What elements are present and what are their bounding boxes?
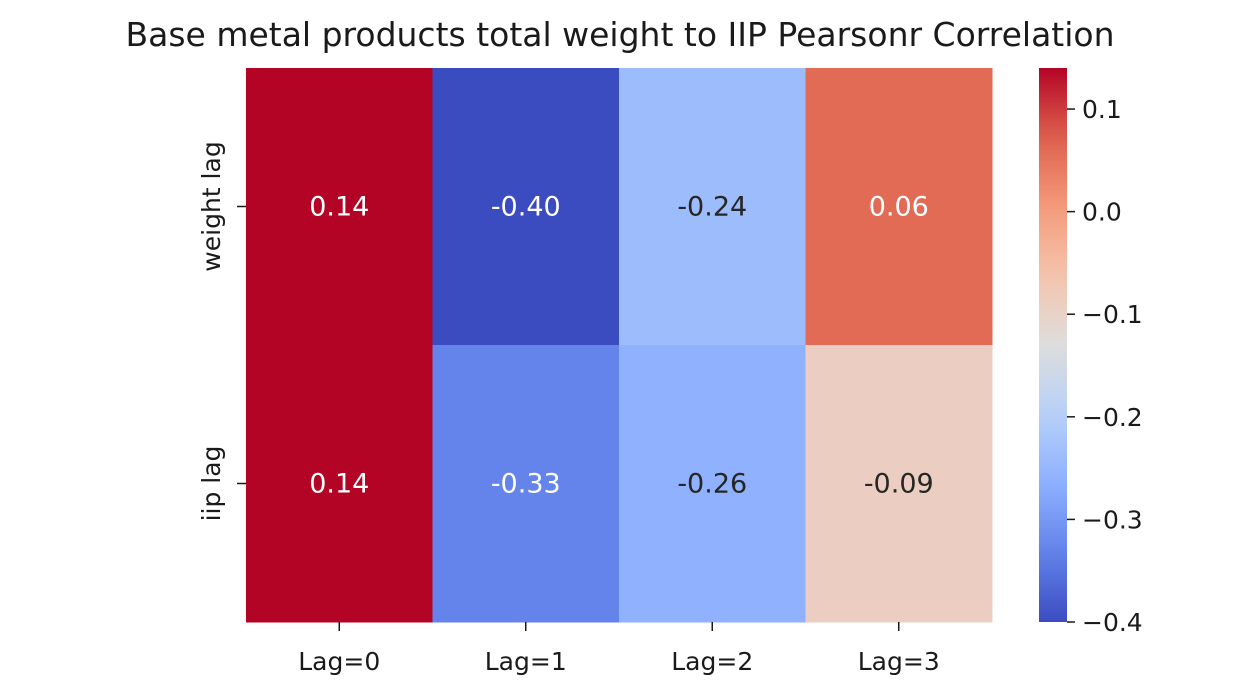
- x-tick-label: Lag=3: [858, 647, 940, 676]
- heatmap-cell: [805, 68, 993, 346]
- colorbar-tick-label: −0.4: [1082, 608, 1143, 637]
- colorbar-gradient: [1039, 68, 1067, 622]
- heatmap-cell-label: 0.06: [869, 192, 929, 223]
- y-tick-label: weight lag: [197, 141, 226, 271]
- colorbar-tick-label: 0.0: [1082, 198, 1122, 227]
- heatmap-cell: [805, 345, 993, 623]
- heatmap-cell-label: 0.14: [309, 192, 369, 223]
- colorbar-tick-label: −0.1: [1082, 300, 1143, 329]
- heatmap-cell-labels: 0.14 -0.40 -0.24 0.06 0.14 -0.33 -0.26 -0.09: [309, 192, 934, 500]
- colorbar-tick-label: −0.3: [1082, 505, 1143, 534]
- y-tick-label: iip lag: [197, 446, 226, 522]
- heatmap-cell: [246, 345, 433, 623]
- heatmap-cell: [246, 68, 433, 346]
- x-tick-label: Lag=0: [298, 647, 380, 676]
- colorbar: 0.1 0.0 −0.1 −0.2 −0.3 −0.4: [1039, 68, 1143, 637]
- x-tick-label: Lag=1: [485, 647, 567, 676]
- x-axis: Lag=0 Lag=1 Lag=2 Lag=3: [298, 622, 940, 676]
- x-tick-label: Lag=2: [671, 647, 753, 676]
- colorbar-tick-label: 0.1: [1082, 95, 1122, 124]
- heatmap-cell-label: -0.33: [491, 469, 561, 500]
- heatmap-cell-label: -0.24: [677, 192, 747, 223]
- heatmap-cells: [246, 68, 993, 623]
- heatmap-cell-label: -0.09: [864, 469, 934, 500]
- colorbar-tick-label: −0.2: [1082, 403, 1143, 432]
- heatmap-cell-label: -0.40: [491, 192, 561, 223]
- heatmap-cell-label: -0.26: [677, 469, 747, 500]
- heatmap-cell: [432, 345, 620, 623]
- chart-title: Base metal products total weight to IIP …: [125, 15, 1114, 54]
- y-axis: weight lag iip lag: [197, 141, 246, 521]
- heatmap-cell-label: 0.14: [309, 469, 369, 500]
- heatmap-cell: [432, 68, 620, 346]
- heatmap-cell: [619, 68, 806, 346]
- heatmap-cell: [619, 345, 806, 623]
